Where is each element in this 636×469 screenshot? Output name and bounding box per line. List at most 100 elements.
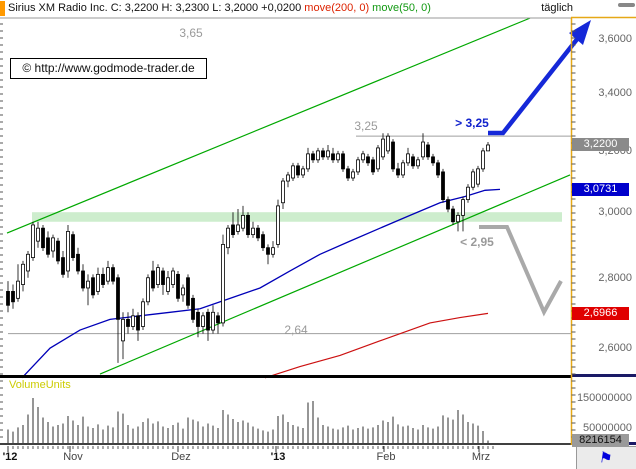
candle-90 — [456, 214, 460, 223]
timeframe-label[interactable]: täglich — [541, 2, 573, 14]
candle-94 — [476, 168, 480, 185]
candle-52 — [266, 247, 270, 255]
candle-19 — [101, 273, 105, 285]
price-axis-label-26000: 2,6000 — [598, 342, 632, 355]
level-label-325: 3,25 — [354, 119, 378, 133]
ma50-line — [21, 188, 501, 379]
flag-panel: ⚑ — [576, 446, 636, 469]
candle-95 — [481, 150, 485, 170]
candle-93 — [471, 171, 475, 188]
ma200-value-badge: 2,6966 — [572, 306, 629, 320]
bull-arrow-head — [569, 20, 591, 45]
candle-11 — [61, 257, 65, 275]
price-axis-label-34000: 3,4000 — [598, 87, 632, 100]
candle-63 — [321, 150, 325, 158]
candle-73 — [371, 159, 375, 173]
gutter-separator-upper — [571, 374, 636, 377]
candle-21 — [111, 267, 115, 282]
candle-5 — [31, 224, 35, 259]
bear-arrow — [479, 225, 563, 317]
ohlc-readout: C: 3,2200 H: 3,2300 L: 3,2000 +0,0200 — [110, 2, 302, 14]
candle-50 — [256, 227, 260, 239]
candle-67 — [341, 153, 345, 170]
candle-32 — [166, 277, 170, 292]
candle-66 — [336, 153, 340, 161]
candle-71 — [361, 153, 365, 161]
volume-bars — [7, 398, 489, 443]
candle-92 — [466, 186, 470, 201]
candle-26 — [136, 315, 140, 331]
channel-lower — [99, 174, 571, 375]
candle-56 — [286, 174, 290, 182]
candle-46 — [236, 224, 240, 232]
candle-41 — [211, 311, 215, 331]
candle-65 — [331, 153, 335, 161]
candle-22 — [116, 277, 120, 320]
x-axis-label-Nov: Nov — [63, 451, 83, 463]
corner-drag-handle[interactable] — [618, 3, 635, 7]
candle-86 — [436, 162, 440, 176]
ma200-indicator-label: move(200, 0) — [304, 2, 370, 14]
candle-2 — [16, 280, 20, 299]
candle-68 — [346, 168, 350, 179]
candle-15 — [81, 270, 85, 289]
candle-23 — [121, 318, 125, 342]
x-axis-label-12: '12 — [2, 451, 18, 463]
candle-8 — [46, 237, 50, 255]
candle-42 — [216, 315, 220, 324]
instrument-title: Sirius XM Radio Inc. C: 3,2200 H: 3,2300… — [8, 2, 431, 14]
candle-81 — [411, 156, 415, 167]
candles — [6, 133, 490, 363]
breakout-above-325: > 3,25 — [455, 116, 489, 130]
candle-10 — [56, 240, 60, 262]
candle-51 — [261, 234, 265, 249]
candle-61 — [311, 153, 315, 161]
candle-16 — [86, 280, 90, 289]
candle-88 — [446, 199, 450, 210]
flag-icon[interactable]: ⚑ — [597, 449, 614, 468]
symbol-name: Sirius XM Radio Inc. — [8, 2, 108, 14]
candle-78 — [396, 168, 400, 176]
candle-83 — [421, 141, 425, 158]
panel-separator — [0, 375, 571, 378]
candle-30 — [156, 267, 160, 285]
candle-29 — [151, 270, 155, 289]
candle-39 — [201, 315, 205, 327]
candle-79 — [401, 162, 405, 176]
bull-arrow-shaft — [488, 36, 580, 136]
candle-6 — [36, 227, 40, 242]
watermark: © http://www.godmode-trader.de — [10, 58, 207, 79]
candle-47 — [241, 214, 245, 229]
x-axis-label-Mrz: Mrz — [471, 451, 491, 463]
ma50-value-badge: 3,0731 — [572, 182, 629, 196]
candle-13 — [71, 234, 75, 259]
candle-1 — [11, 291, 15, 303]
candle-54 — [276, 205, 280, 245]
candle-49 — [251, 227, 255, 236]
candle-57 — [291, 165, 295, 179]
candle-28 — [146, 277, 150, 303]
candle-53 — [271, 247, 275, 255]
candle-85 — [431, 156, 435, 164]
candle-3 — [21, 263, 25, 285]
chart-tab-marker — [0, 1, 5, 16]
x-axis-label-13: '13 — [270, 451, 286, 463]
candle-64 — [326, 150, 330, 158]
candle-72 — [366, 156, 370, 164]
candle-82 — [416, 159, 420, 167]
price-axis-label-36000: 3,6000 — [598, 33, 632, 45]
candle-37 — [191, 297, 195, 320]
candle-75 — [381, 138, 385, 158]
candle-60 — [306, 153, 310, 170]
level-label-264: 2,64 — [284, 323, 308, 337]
axis-ticks — [0, 23, 576, 452]
candle-35 — [181, 287, 185, 296]
price-axis-label-28000: 2,8000 — [598, 271, 632, 284]
candle-40 — [206, 311, 210, 331]
candle-84 — [426, 144, 430, 158]
x-axis-label-Dez: Dez — [171, 451, 191, 463]
candle-74 — [376, 147, 380, 170]
candle-62 — [316, 150, 320, 161]
